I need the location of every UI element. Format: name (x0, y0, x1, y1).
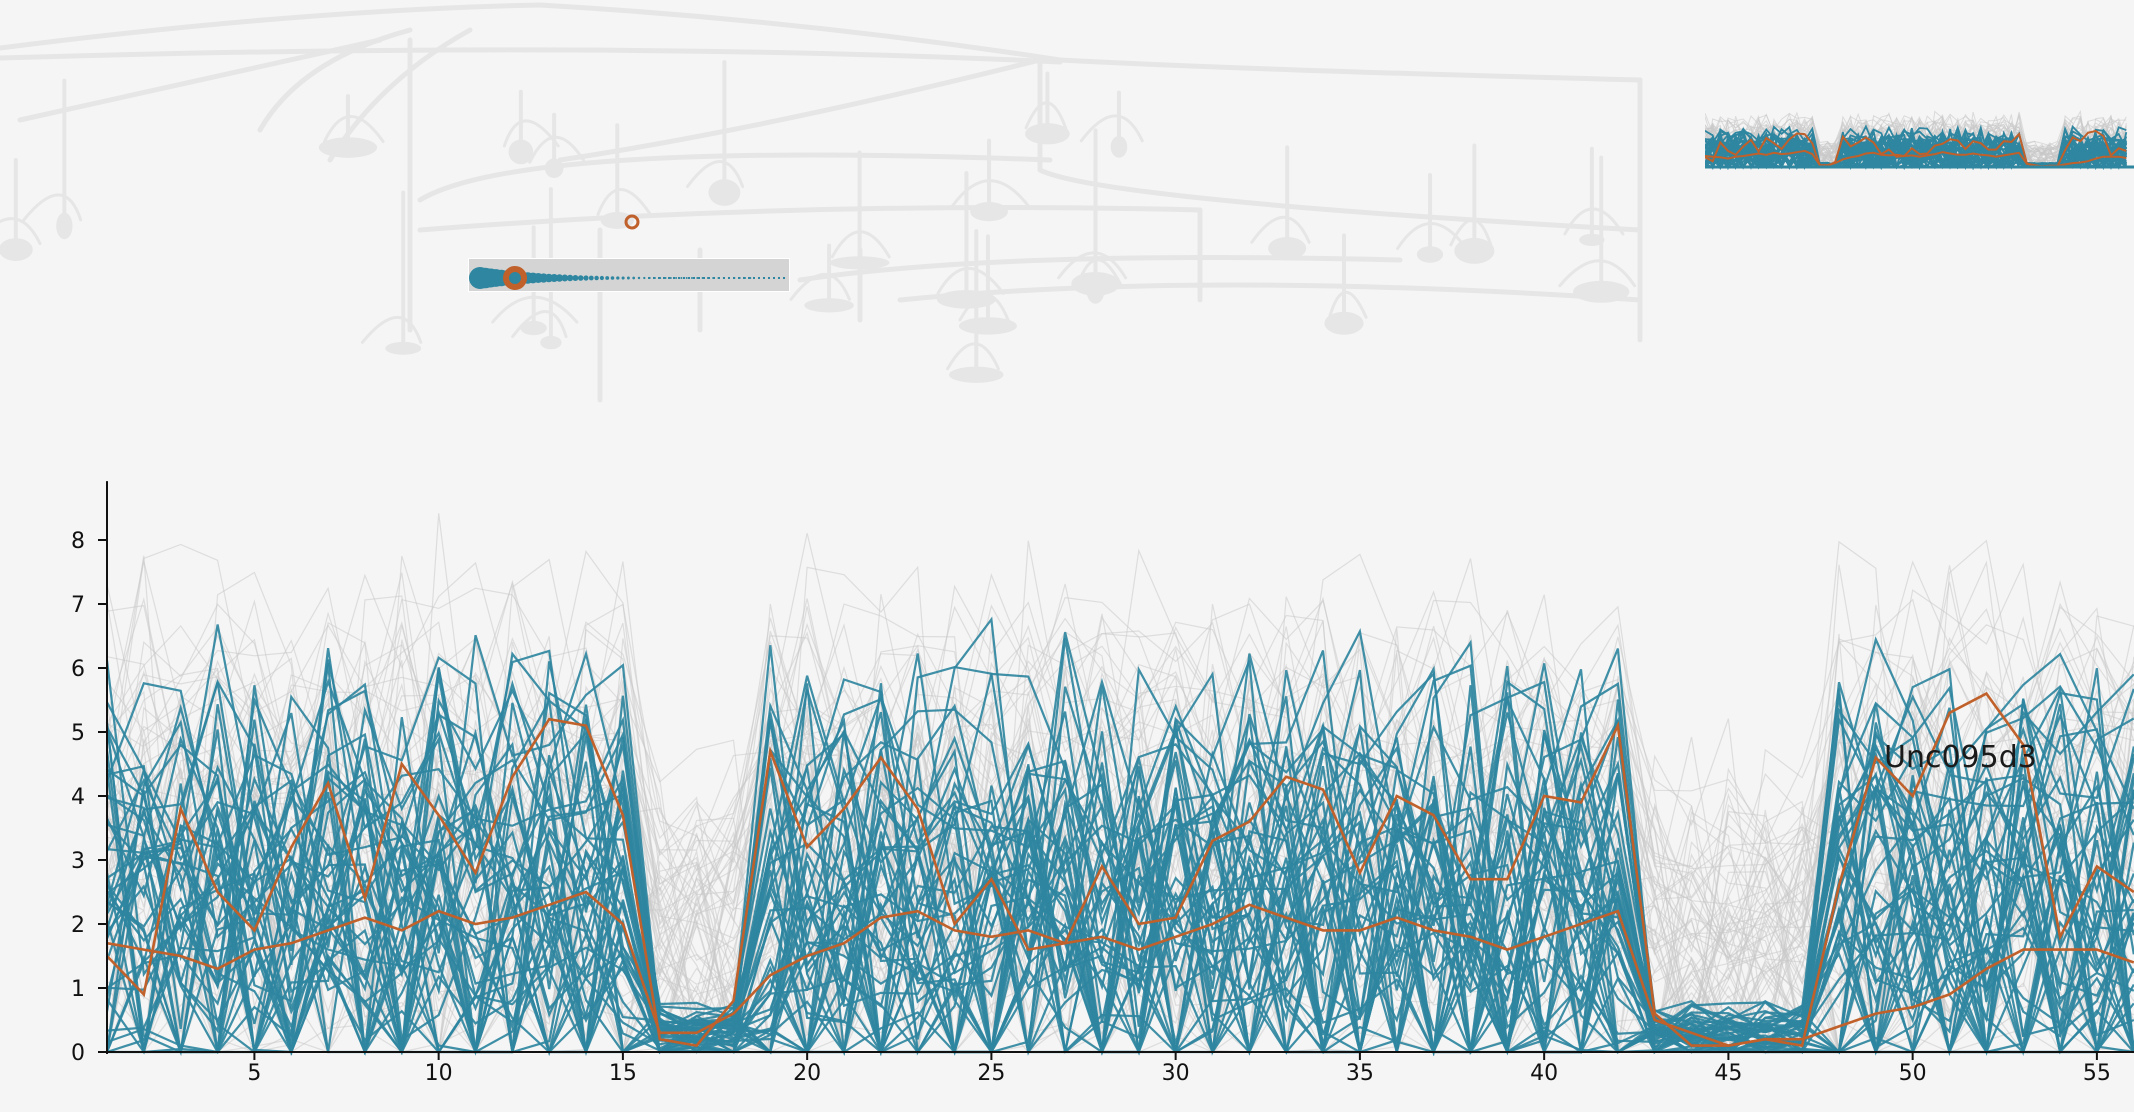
context-series-line (106, 596, 2134, 1053)
context-series-line (106, 604, 2134, 1053)
context-series-line (106, 539, 2134, 1053)
selected-cluster-marker[interactable] (623, 213, 641, 231)
x-tick-label: 35 (1346, 1061, 1374, 1086)
cluster-size-dot (605, 276, 610, 280)
y-tick-label: 7 (71, 593, 85, 618)
cluster-series-line (106, 729, 2134, 1056)
context-series-line (106, 628, 2134, 1053)
x-tick-label: 5 (247, 1061, 261, 1086)
x-tick-label: 55 (2083, 1061, 2111, 1086)
y-tick-label: 1 (71, 977, 85, 1002)
cluster-size-dot (610, 276, 615, 280)
cluster-series-line (105, 651, 2134, 1057)
overview-thumbnail-plot[interactable] (1705, 55, 2134, 170)
y-tick-label: 3 (71, 849, 85, 874)
x-tick-label: 50 (1899, 1061, 1927, 1086)
x-tick-label: 45 (1714, 1061, 1742, 1086)
cluster-size-dot (555, 274, 564, 282)
cluster-size-dot (550, 274, 559, 282)
cluster-size-dot (616, 276, 620, 280)
y-tick-label: 8 (71, 529, 85, 554)
y-tick-label: 2 (71, 913, 85, 938)
cluster-size-dot (599, 275, 604, 281)
x-tick-label: 25 (977, 1061, 1005, 1086)
cluster-size-dot (577, 275, 584, 281)
cluster-series-line (105, 667, 2134, 1055)
context-series-line (106, 586, 2134, 1053)
cluster-size-dot (637, 276, 641, 280)
x-tick-label: 15 (609, 1061, 637, 1086)
x-tick-label: 10 (425, 1061, 453, 1086)
context-series-line (106, 743, 2134, 1055)
selected-series-lines (106, 691, 2134, 1048)
x-tick-label: 40 (1530, 1061, 1558, 1086)
selected-series-line (106, 691, 2134, 1048)
cluster-size-dot (561, 274, 569, 282)
cluster-size-dot (632, 276, 636, 280)
context-series-line (106, 558, 2134, 1053)
context-series-line (106, 741, 2134, 1055)
context-series-line (106, 555, 2134, 1053)
selected-series-line (106, 890, 2134, 1047)
selected-cluster-dot (503, 266, 527, 290)
y-tick-label: 5 (71, 721, 85, 746)
cluster-size-dot (669, 277, 672, 279)
y-tick-label: 6 (71, 657, 85, 682)
y-tick-label: 4 (71, 785, 85, 810)
cluster-size-dot (691, 277, 693, 279)
cluster-size-dot (675, 277, 678, 279)
cluster-size-dot (685, 277, 688, 279)
context-series-line (106, 667, 2134, 1053)
cluster-size-dot (583, 275, 589, 281)
cluster-series-line (106, 784, 2134, 1056)
cluster-dendrogram-background (0, 2, 1643, 403)
x-tick-label: 20 (793, 1061, 821, 1086)
y-tick-label: 0 (71, 1041, 85, 1066)
cluster-series-line (106, 730, 2134, 1054)
cluster-size-dot (696, 277, 699, 279)
cluster-series-line (106, 705, 2134, 1054)
cluster-size-dot (621, 276, 625, 280)
cluster-size-histogram[interactable] (468, 258, 790, 292)
cluster-size-dot (588, 275, 594, 281)
cluster-size-dot (626, 276, 630, 280)
cluster-series-line (105, 627, 2134, 1054)
x-tick-label: 30 (1162, 1061, 1190, 1086)
series-annotation-label: Unc095d3 (1884, 740, 2037, 775)
cluster-size-dot (594, 275, 599, 281)
cluster-size-dot (643, 276, 646, 280)
cluster-size-dot (572, 275, 579, 281)
cluster-size-dot (566, 274, 574, 282)
cluster-series-line (105, 744, 2134, 1054)
cluster-size-dot (680, 277, 683, 279)
